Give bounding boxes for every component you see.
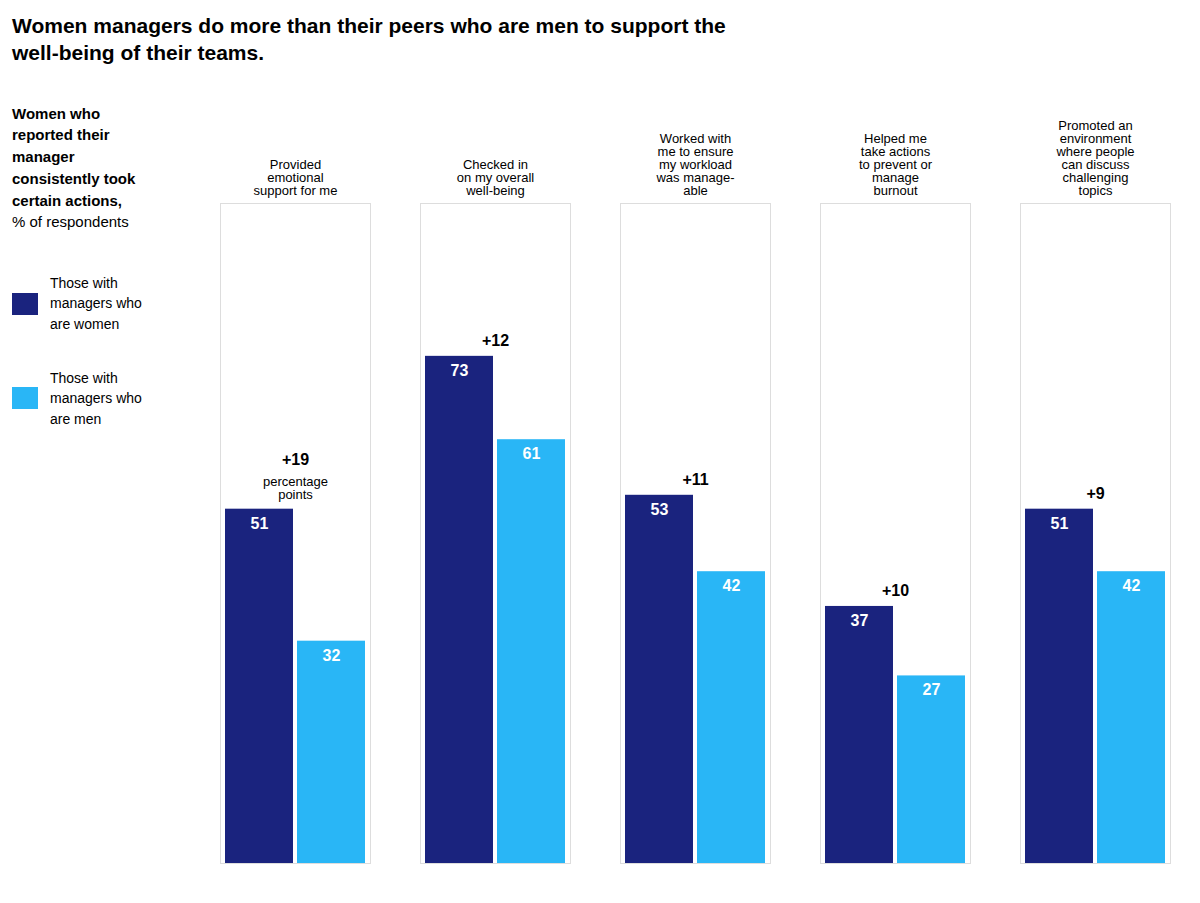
svg-text:51: 51 bbox=[251, 514, 269, 531]
svg-text:61: 61 bbox=[523, 445, 541, 462]
html-text:Women who reported their manag: Women who reported their manager consist… bbox=[12, 104, 136, 209]
svg-text:Checked inon my overallwell-be: Checked inon my overallwell-being bbox=[457, 156, 534, 197]
svg-text:37: 37 bbox=[851, 611, 869, 628]
svg-text:Worked withme to ensuremy work: Worked withme to ensuremy workloadwas ma… bbox=[655, 130, 734, 197]
svg-text:27: 27 bbox=[923, 681, 941, 698]
svg-text:53: 53 bbox=[651, 500, 669, 517]
svg-text:51: 51 bbox=[1051, 514, 1069, 531]
svg-text:42: 42 bbox=[1123, 577, 1141, 594]
svg-text:+12: +12 bbox=[482, 332, 509, 349]
svg-text:Helped metake actionsto preven: Helped metake actionsto prevent ormanage… bbox=[859, 130, 933, 197]
svg-text:Promoted anenvironmentwhere pe: Promoted anenvironmentwhere peoplecan di… bbox=[1055, 117, 1134, 197]
svg-text:+9: +9 bbox=[1086, 485, 1104, 502]
svg-text:+11: +11 bbox=[682, 471, 708, 488]
html-text:Those with managers who are me: Those with managers who are men bbox=[50, 370, 142, 427]
svg-text:32: 32 bbox=[323, 646, 341, 663]
svg-text:Providedemotionalsupport for m: Providedemotionalsupport for me bbox=[254, 156, 338, 197]
html-text:Those with managers who are wo: Those with managers who are women bbox=[50, 275, 142, 332]
svg-text:+10: +10 bbox=[882, 582, 909, 599]
html-text:% of respondents: % of respondents bbox=[12, 213, 129, 231]
svg-text:73: 73 bbox=[451, 361, 469, 378]
svg-text:percentagepoints: percentagepoints bbox=[263, 474, 328, 502]
svg-text:42: 42 bbox=[723, 577, 741, 594]
svg-text:+19: +19 bbox=[282, 451, 309, 468]
html-text:Women managers do more than th: Women managers do more than their peers … bbox=[12, 14, 726, 65]
